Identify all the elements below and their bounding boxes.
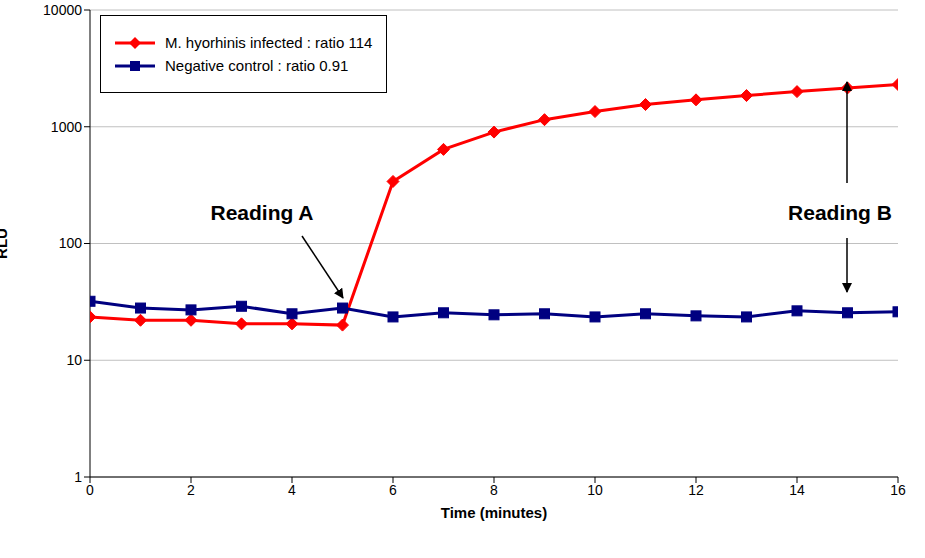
html-text:M. hyorhinis infected : ratio: M. hyorhinis infected : ratio 114: [165, 34, 373, 51]
svg-text:Reading A: Reading A: [210, 201, 313, 224]
svg-text:10: 10: [66, 352, 82, 368]
html-text:Negative control : ratio 0.91: Negative control : ratio 0.91: [165, 57, 349, 74]
svg-text:2: 2: [187, 482, 195, 498]
svg-text:16: 16: [890, 482, 906, 498]
svg-text:6: 6: [389, 482, 397, 498]
svg-text:14: 14: [789, 482, 805, 498]
svg-text:1: 1: [74, 469, 82, 485]
svg-text:RLU: RLU: [8, 228, 10, 259]
svg-text:10000: 10000: [43, 2, 82, 18]
svg-text:Time (minutes): Time (minutes): [441, 504, 547, 521]
svg-text:1000: 1000: [51, 119, 82, 135]
svg-text:Reading B: Reading B: [788, 201, 892, 224]
svg-text:0: 0: [86, 482, 94, 498]
svg-text:10: 10: [587, 482, 603, 498]
svg-text:100: 100: [59, 235, 83, 251]
svg-text:12: 12: [688, 482, 704, 498]
svg-text:4: 4: [288, 482, 296, 498]
svg-text:8: 8: [490, 482, 498, 498]
